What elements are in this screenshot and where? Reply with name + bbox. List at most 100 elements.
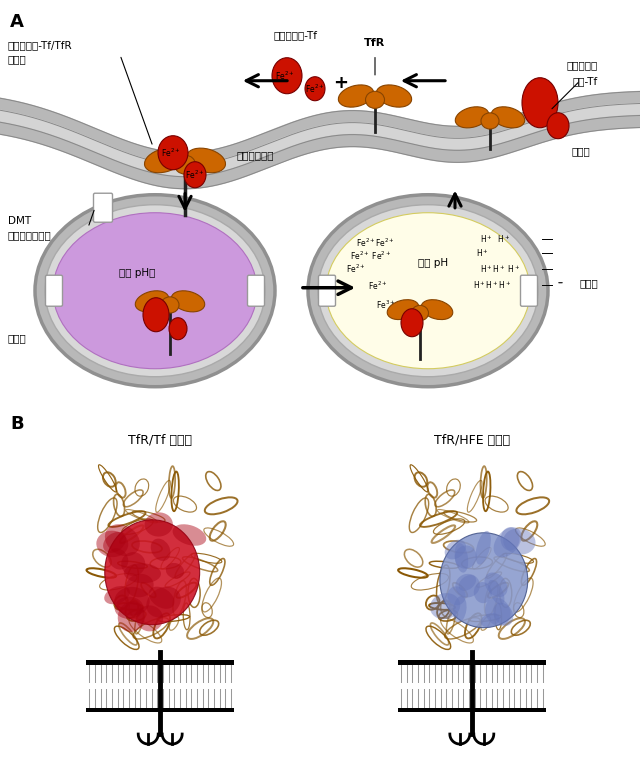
Ellipse shape <box>447 586 466 605</box>
Bar <box>86 683 234 689</box>
Ellipse shape <box>105 524 140 556</box>
Ellipse shape <box>103 532 126 553</box>
Ellipse shape <box>481 613 500 627</box>
Ellipse shape <box>148 587 175 609</box>
Ellipse shape <box>143 298 169 332</box>
Ellipse shape <box>440 532 528 627</box>
Ellipse shape <box>184 161 206 187</box>
Text: 两个二价铁-Tf: 两个二价铁-Tf <box>273 30 317 40</box>
FancyBboxPatch shape <box>520 275 538 306</box>
Ellipse shape <box>147 587 181 617</box>
Text: Fe$^{2+}$Fe$^{2+}$: Fe$^{2+}$Fe$^{2+}$ <box>356 236 395 249</box>
Text: TfR/HFE 复合物: TfR/HFE 复合物 <box>434 434 510 447</box>
Text: Fe$^{2+}$: Fe$^{2+}$ <box>368 279 388 292</box>
Text: 质子泵: 质子泵 <box>579 278 598 288</box>
Text: 细胞质: 细胞质 <box>572 145 590 156</box>
Ellipse shape <box>318 205 538 376</box>
Ellipse shape <box>365 91 385 109</box>
Ellipse shape <box>412 305 429 321</box>
Ellipse shape <box>476 531 491 565</box>
Bar <box>398 660 546 665</box>
Text: 网格蛋白小窝: 网格蛋白小窝 <box>236 150 274 160</box>
Ellipse shape <box>387 300 419 320</box>
Text: Fe$^{3+}$: Fe$^{3+}$ <box>376 298 396 311</box>
Text: H$^+$H$^+$H$^+$: H$^+$H$^+$H$^+$ <box>473 279 511 291</box>
Ellipse shape <box>305 76 325 101</box>
Ellipse shape <box>136 605 163 631</box>
Ellipse shape <box>455 107 489 128</box>
Ellipse shape <box>445 540 466 559</box>
Text: +: + <box>333 73 349 92</box>
Ellipse shape <box>135 291 169 312</box>
Ellipse shape <box>172 291 205 312</box>
Ellipse shape <box>493 527 522 557</box>
Ellipse shape <box>474 582 492 603</box>
Ellipse shape <box>175 155 195 174</box>
Ellipse shape <box>421 300 452 320</box>
Ellipse shape <box>453 596 467 623</box>
Ellipse shape <box>485 597 511 626</box>
Ellipse shape <box>45 205 265 376</box>
Ellipse shape <box>488 580 504 605</box>
Ellipse shape <box>104 586 130 604</box>
Text: 碱性 pH；: 碱性 pH； <box>119 268 155 278</box>
Ellipse shape <box>272 57 302 94</box>
Ellipse shape <box>169 317 187 340</box>
FancyBboxPatch shape <box>248 275 264 306</box>
Ellipse shape <box>161 297 179 313</box>
Ellipse shape <box>456 574 480 597</box>
Ellipse shape <box>454 543 468 573</box>
Ellipse shape <box>35 195 275 387</box>
Text: 酸性 pH: 酸性 pH <box>418 258 448 268</box>
Ellipse shape <box>97 531 128 557</box>
Text: 核内体: 核内体 <box>8 333 27 343</box>
Bar <box>86 660 234 665</box>
Text: H$^+$  H$^+$: H$^+$ H$^+$ <box>480 233 510 245</box>
Bar <box>398 683 546 689</box>
Ellipse shape <box>492 107 525 128</box>
Ellipse shape <box>455 545 477 568</box>
Ellipse shape <box>53 213 257 369</box>
Ellipse shape <box>376 85 412 107</box>
Ellipse shape <box>186 148 225 173</box>
Ellipse shape <box>522 78 558 128</box>
Ellipse shape <box>166 563 184 578</box>
Text: 复合物: 复合物 <box>8 54 27 63</box>
Text: Fe$^{2+}$: Fe$^{2+}$ <box>346 262 365 275</box>
Ellipse shape <box>115 587 150 616</box>
FancyBboxPatch shape <box>45 275 63 306</box>
Text: （铁转运蛋白）: （铁转运蛋白） <box>8 230 52 239</box>
Ellipse shape <box>308 195 548 387</box>
Ellipse shape <box>145 513 173 536</box>
Ellipse shape <box>459 575 476 591</box>
Bar <box>398 708 546 712</box>
Ellipse shape <box>503 529 536 555</box>
Text: 两个二价铁-Tf/TfR: 两个二价铁-Tf/TfR <box>8 40 72 50</box>
Ellipse shape <box>108 549 128 570</box>
Text: 脱铁-Tf: 脱铁-Tf <box>573 76 598 86</box>
FancyBboxPatch shape <box>93 194 113 222</box>
Bar <box>86 708 234 712</box>
Ellipse shape <box>500 527 520 551</box>
Text: DMT: DMT <box>8 216 31 226</box>
Text: TfR: TfR <box>364 37 386 47</box>
FancyBboxPatch shape <box>319 275 335 306</box>
Ellipse shape <box>121 552 145 576</box>
Ellipse shape <box>126 574 154 597</box>
Ellipse shape <box>105 519 200 625</box>
Text: Fe$^{2+}$: Fe$^{2+}$ <box>161 147 180 159</box>
Text: Fe$^{2+}$: Fe$^{2+}$ <box>305 83 324 95</box>
Text: H$^+$H$^+$ H$^+$: H$^+$H$^+$ H$^+$ <box>480 263 520 275</box>
Text: Fe$^{2+}$: Fe$^{2+}$ <box>275 70 295 82</box>
Text: 细胞外间隙: 细胞外间隙 <box>567 60 598 70</box>
Ellipse shape <box>547 112 569 138</box>
Ellipse shape <box>493 603 513 626</box>
Ellipse shape <box>481 112 499 129</box>
Ellipse shape <box>484 572 508 597</box>
Text: H$^+$: H$^+$ <box>476 247 489 259</box>
Ellipse shape <box>145 148 184 173</box>
Ellipse shape <box>430 593 460 620</box>
Ellipse shape <box>339 85 374 107</box>
Ellipse shape <box>401 309 423 337</box>
Ellipse shape <box>151 539 170 561</box>
